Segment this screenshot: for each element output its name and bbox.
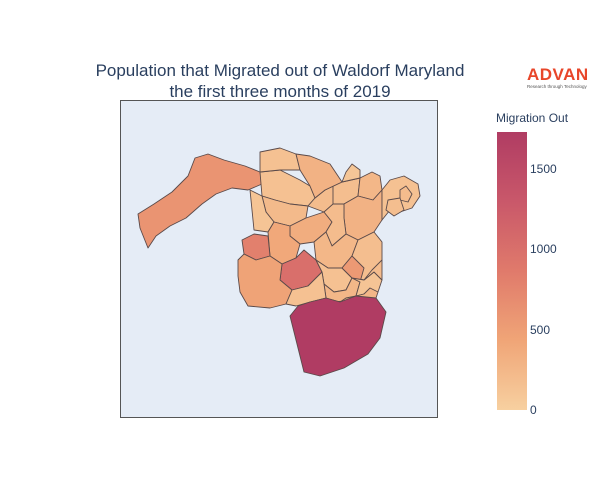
map-region[interactable] bbox=[259, 147, 301, 173]
map-region[interactable] bbox=[363, 259, 383, 281]
colorbar-tick-label: 1000 bbox=[530, 242, 557, 257]
map-title: Population that Migrated out of Waldorf … bbox=[40, 60, 520, 102]
colorbar-tick-label: 0 bbox=[530, 403, 537, 417]
map-region[interactable] bbox=[137, 153, 263, 249]
map-region[interactable] bbox=[341, 255, 365, 283]
map-region[interactable] bbox=[385, 197, 405, 217]
map-region[interactable] bbox=[289, 295, 387, 377]
logo-wordmark: ADVAN bbox=[527, 65, 589, 84]
advan-logo: ADVAN Research through Technology bbox=[527, 65, 589, 89]
colorbar-title: Migration Out bbox=[496, 111, 569, 125]
choropleth-map[interactable] bbox=[120, 100, 438, 418]
logo-tagline: Research through Technology bbox=[527, 84, 587, 89]
map-region[interactable] bbox=[341, 163, 361, 183]
colorbar bbox=[497, 132, 527, 410]
title-line-1: Population that Migrated out of Waldorf … bbox=[95, 61, 465, 80]
title-line-2: the first three months of 2019 bbox=[169, 82, 391, 101]
colorbar-tick-label: 1500 bbox=[530, 161, 557, 176]
colorbar-tick-label: 500 bbox=[530, 322, 551, 337]
